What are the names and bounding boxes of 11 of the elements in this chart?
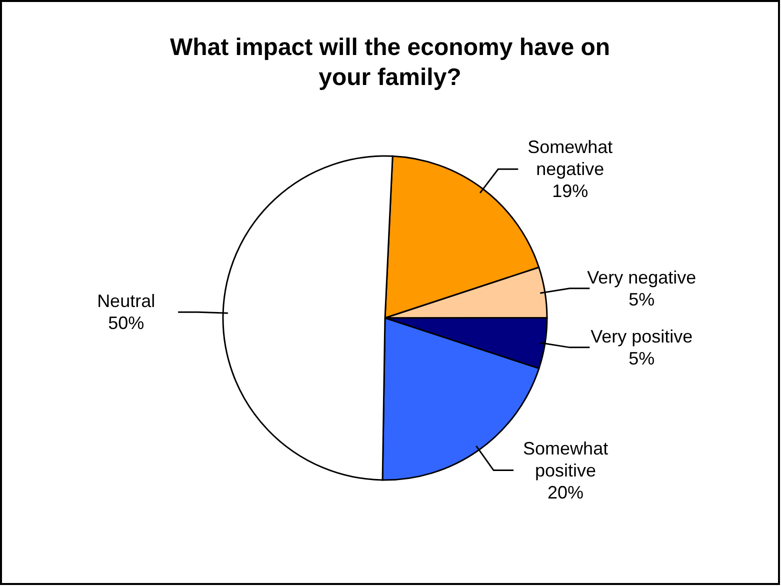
slice-label: Very negative	[587, 267, 696, 288]
data-label: 5%	[628, 348, 655, 368]
slice-label: Very positive	[590, 326, 693, 346]
legend-label: Neutral	[97, 291, 156, 312]
data-label: 20%	[548, 482, 584, 502]
data-label: 5%	[628, 289, 655, 310]
data-label: 50%	[108, 313, 144, 334]
data-label: 19%	[552, 181, 588, 202]
slice-label: Somewhat positive	[523, 438, 608, 480]
chart-title: What impact will the economy have on your family?	[170, 34, 610, 91]
slice-label: Somewhat negative	[528, 137, 613, 180]
